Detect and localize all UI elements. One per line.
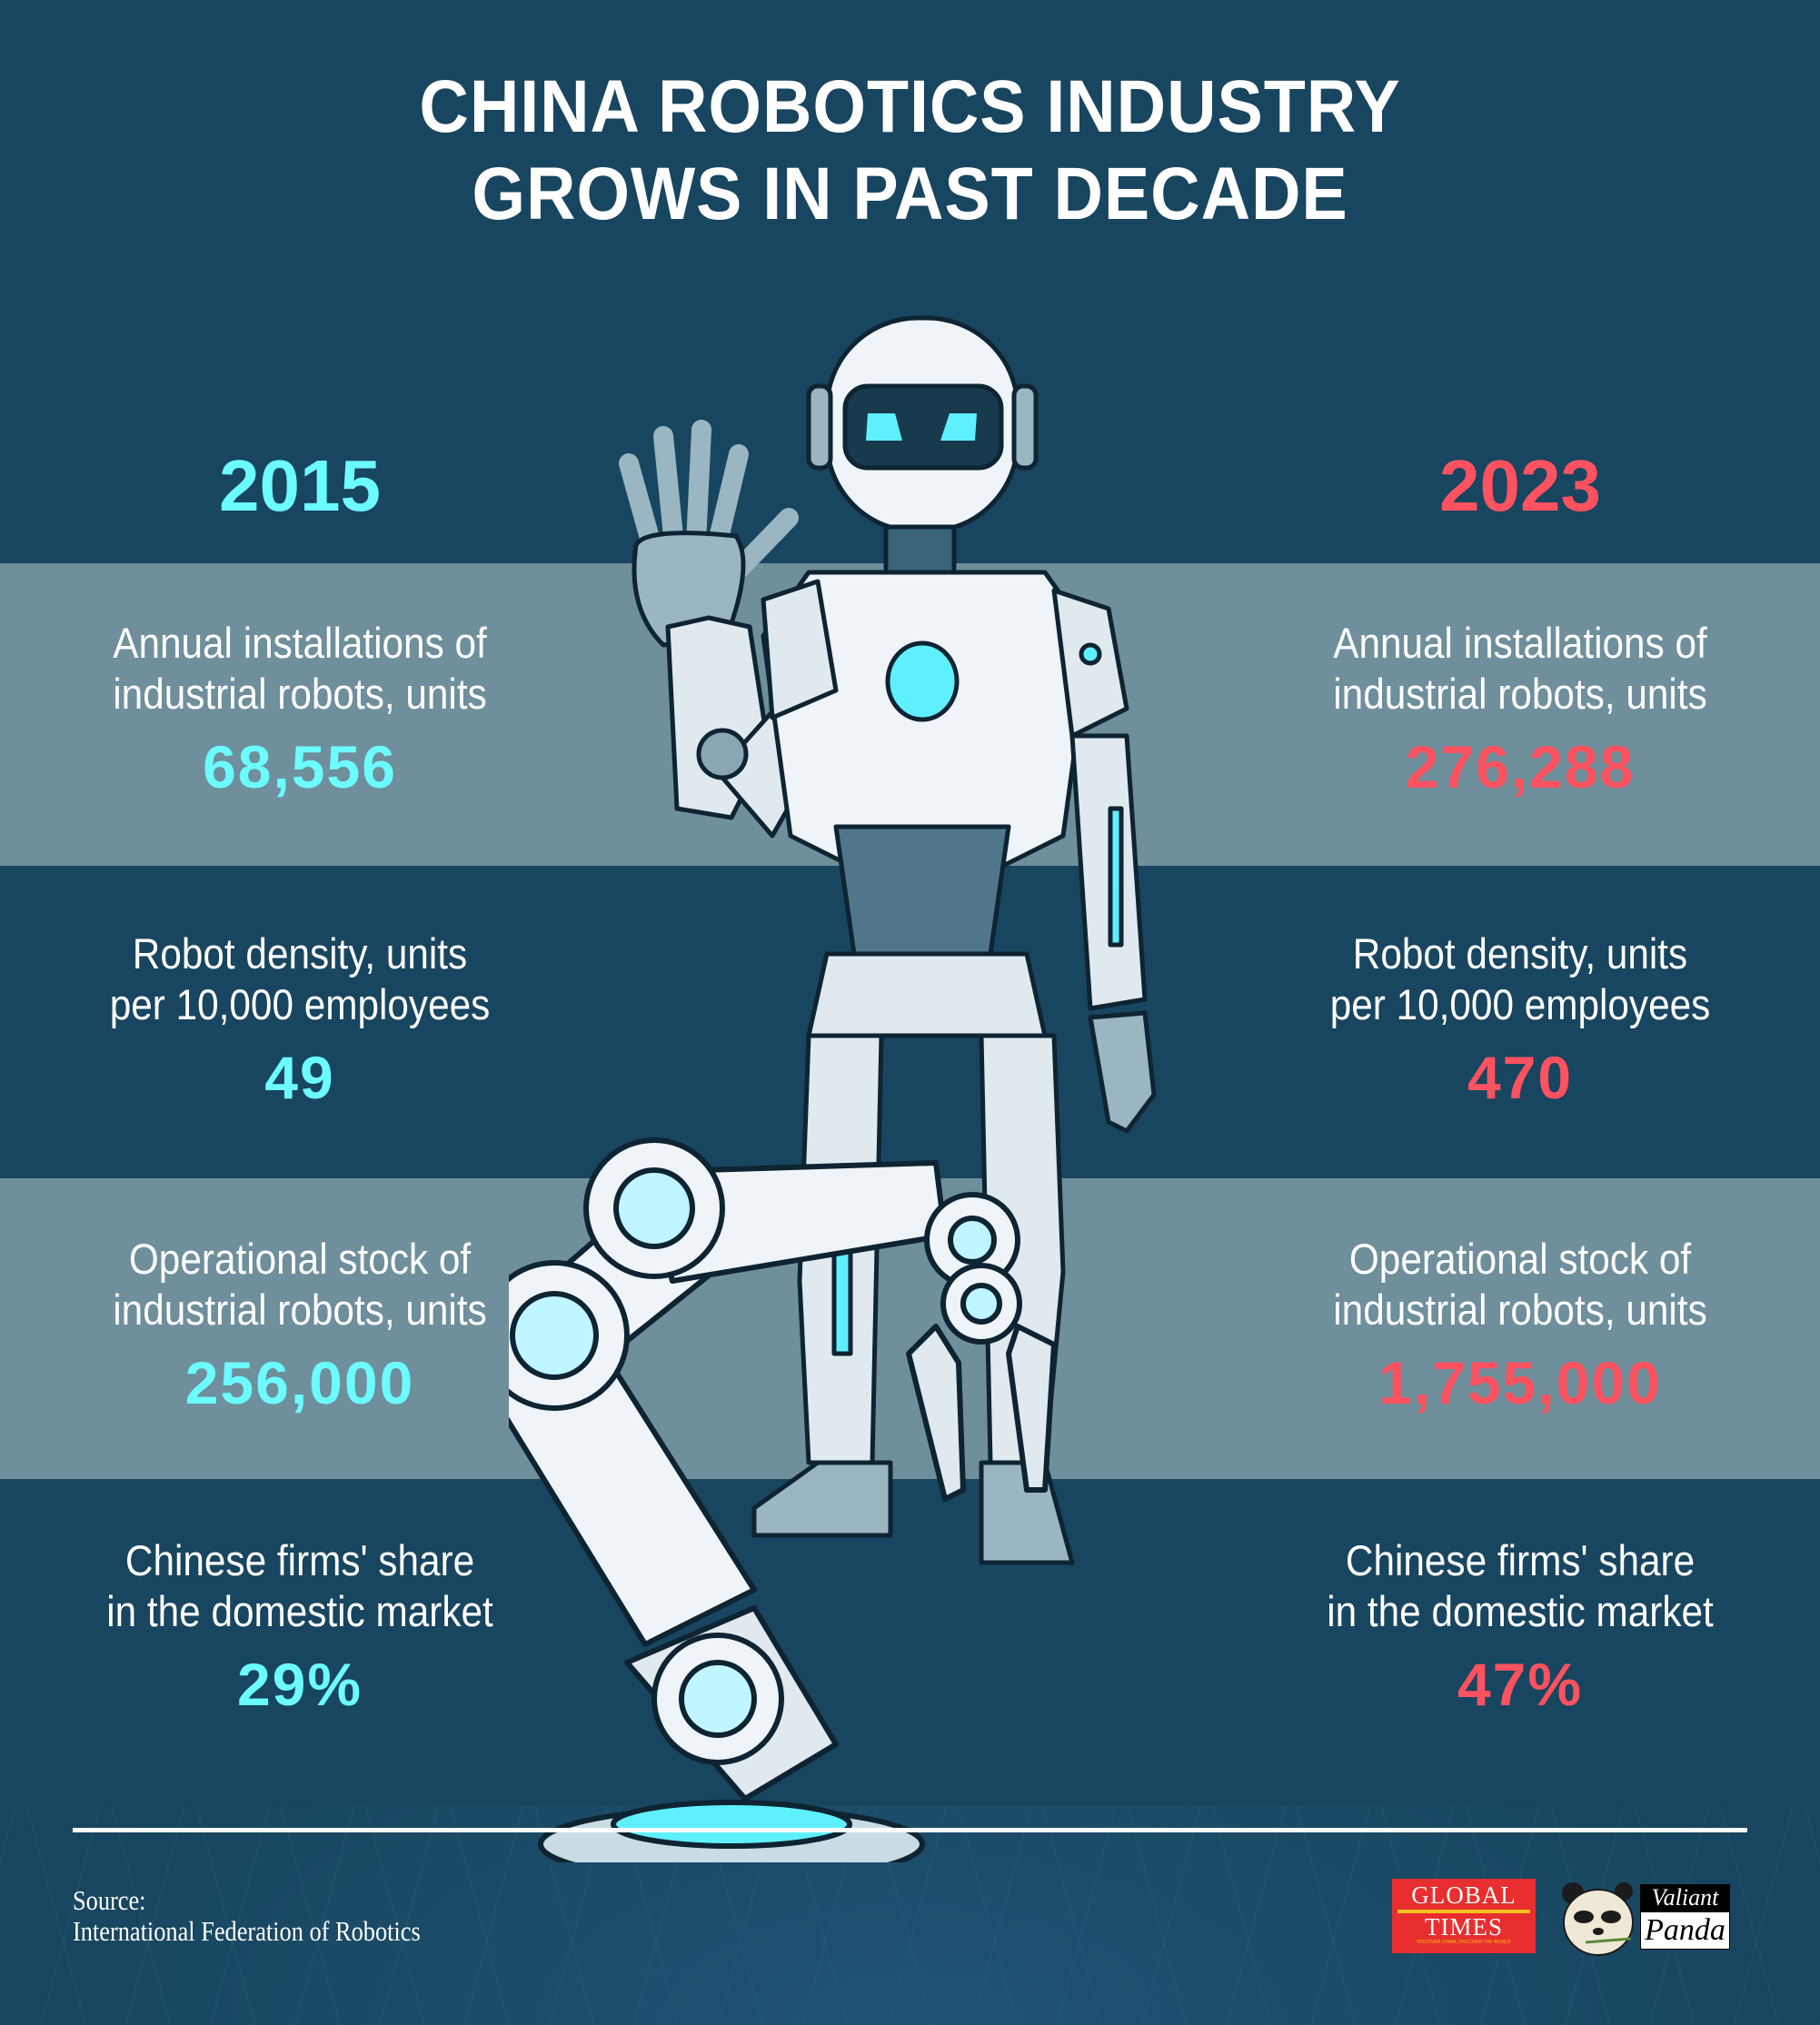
metric-value: 1,755,000 bbox=[1378, 1349, 1662, 1416]
logo-stripe bbox=[1397, 1910, 1530, 1913]
industrial-robot-arm bbox=[509, 1137, 1057, 1862]
metric-label: Robot density, units per 10,000 employee… bbox=[1329, 929, 1711, 1028]
footer-divider bbox=[73, 1828, 1747, 1832]
source-note: Source: International Federation of Robo… bbox=[73, 1885, 421, 1947]
metric-label: Annual installations of industrial robot… bbox=[1333, 619, 1707, 718]
metric-label: Annual installations of industrial robot… bbox=[113, 619, 487, 718]
metric-label: Chinese firms' share in the domestic mar… bbox=[106, 1536, 493, 1635]
title-line-2: GROWS IN PAST DECADE bbox=[472, 153, 1348, 235]
metric-value: 47% bbox=[1457, 1651, 1584, 1718]
metric-2015-annual-installations: Annual installations of industrial robot… bbox=[0, 618, 600, 803]
metric-2015-domestic-share: Chinese firms' share in the domestic mar… bbox=[0, 1535, 600, 1721]
metric-value: 256,000 bbox=[184, 1349, 415, 1416]
year-2015-heading: 2015 bbox=[219, 445, 381, 526]
metric-2023-operational-stock: Operational stock of industrial robots, … bbox=[1220, 1234, 1820, 1419]
metric-value: 276,288 bbox=[1405, 733, 1636, 800]
source-label: Source: bbox=[73, 1884, 146, 1916]
metric-2023-robot-density: Robot density, units per 10,000 employee… bbox=[1220, 928, 1820, 1114]
metric-value: 68,556 bbox=[203, 733, 397, 800]
metric-2023-annual-installations: Annual installations of industrial robot… bbox=[1220, 618, 1820, 803]
metric-label: Robot density, units per 10,000 employee… bbox=[109, 929, 491, 1028]
metric-value: 29% bbox=[236, 1651, 363, 1718]
metric-label: Chinese firms' share in the domestic mar… bbox=[1327, 1536, 1714, 1635]
metric-2023-domestic-share: Chinese firms' share in the domestic mar… bbox=[1220, 1535, 1820, 1721]
title-line-1: CHINA ROBOTICS INDUSTRY bbox=[419, 65, 1401, 148]
valiant-panda-logo: Valiant Panda bbox=[1640, 1884, 1730, 1950]
robot-illustration bbox=[509, 315, 1157, 1862]
global-times-logo: GLOBAL TIMES DISCOVER CHINA, DISCOVER TH… bbox=[1392, 1879, 1536, 1953]
waving-hand-icon bbox=[619, 420, 799, 648]
metric-label: Operational stock of industrial robots, … bbox=[1333, 1235, 1707, 1334]
metric-value: 470 bbox=[1467, 1044, 1574, 1111]
metric-2015-robot-density: Robot density, units per 10,000 employee… bbox=[0, 928, 600, 1114]
band-domestic-share bbox=[0, 1479, 1820, 1806]
panda-mascot-icon bbox=[1562, 1882, 1634, 1956]
year-2023-heading: 2023 bbox=[1439, 445, 1601, 526]
metric-2015-operational-stock: Operational stock of industrial robots, … bbox=[0, 1234, 600, 1419]
metric-label: Operational stock of industrial robots, … bbox=[113, 1235, 487, 1334]
source-name: International Federation of Robotics bbox=[73, 1915, 421, 1947]
metric-value: 49 bbox=[264, 1044, 335, 1111]
page-title: CHINA ROBOTICS INDUSTRY GROWS IN PAST DE… bbox=[73, 64, 1747, 238]
